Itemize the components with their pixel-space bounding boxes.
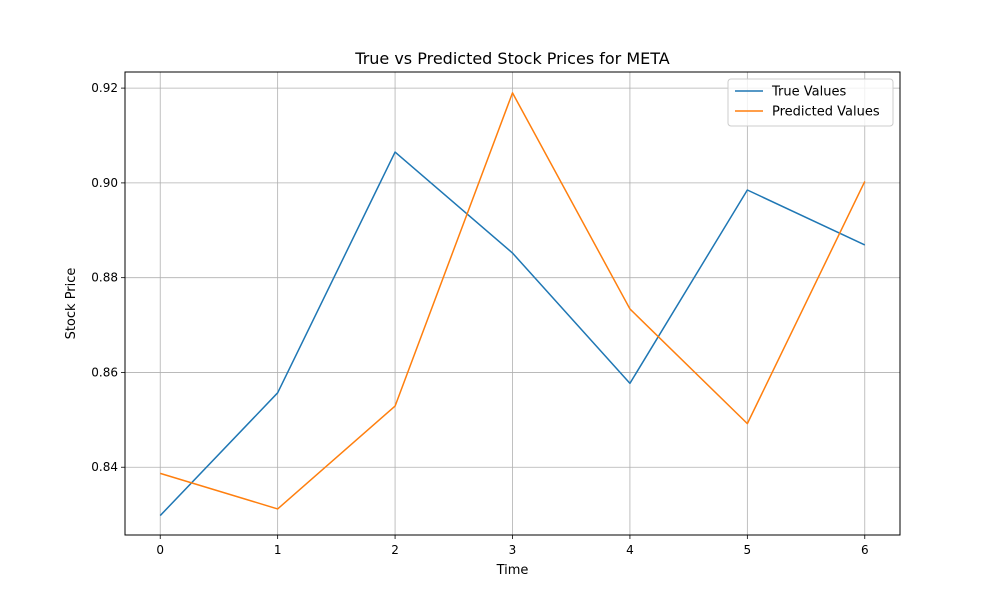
legend-label: True Values	[771, 85, 846, 100]
x-tick-label: 3	[509, 543, 517, 557]
y-tick-label: 0.90	[91, 176, 118, 190]
x-tick-label: 2	[391, 543, 399, 557]
series-layer	[159, 92, 866, 517]
series-line-2	[160, 92, 866, 510]
axis-ticks: 0 1 2 3 4 5 6 0.84 0.86 0.88 0.90 0.92	[91, 81, 868, 557]
x-tick-label: 4	[626, 543, 634, 557]
y-tick-label: 0.88	[91, 271, 118, 285]
x-tick-label: 0	[156, 543, 164, 557]
y-tick-label: 0.86	[91, 365, 118, 379]
x-tick-label: 5	[744, 543, 752, 557]
legend: True Values Predicted Values	[727, 78, 894, 127]
legend-label: Predicted Values	[772, 105, 880, 120]
legend-box	[727, 78, 894, 127]
y-tick-label: 0.84	[91, 460, 118, 474]
x-tick-label: 6	[861, 543, 869, 557]
grid	[125, 72, 900, 535]
y-tick-label: 0.92	[91, 81, 118, 95]
x-tick-label: 1	[274, 543, 282, 557]
x-axis-label: Time	[496, 563, 529, 578]
y-axis-label: Stock Price	[64, 268, 79, 340]
chart-title: True vs Predicted Stock Prices for META	[354, 49, 670, 68]
series-line-1	[159, 151, 866, 517]
